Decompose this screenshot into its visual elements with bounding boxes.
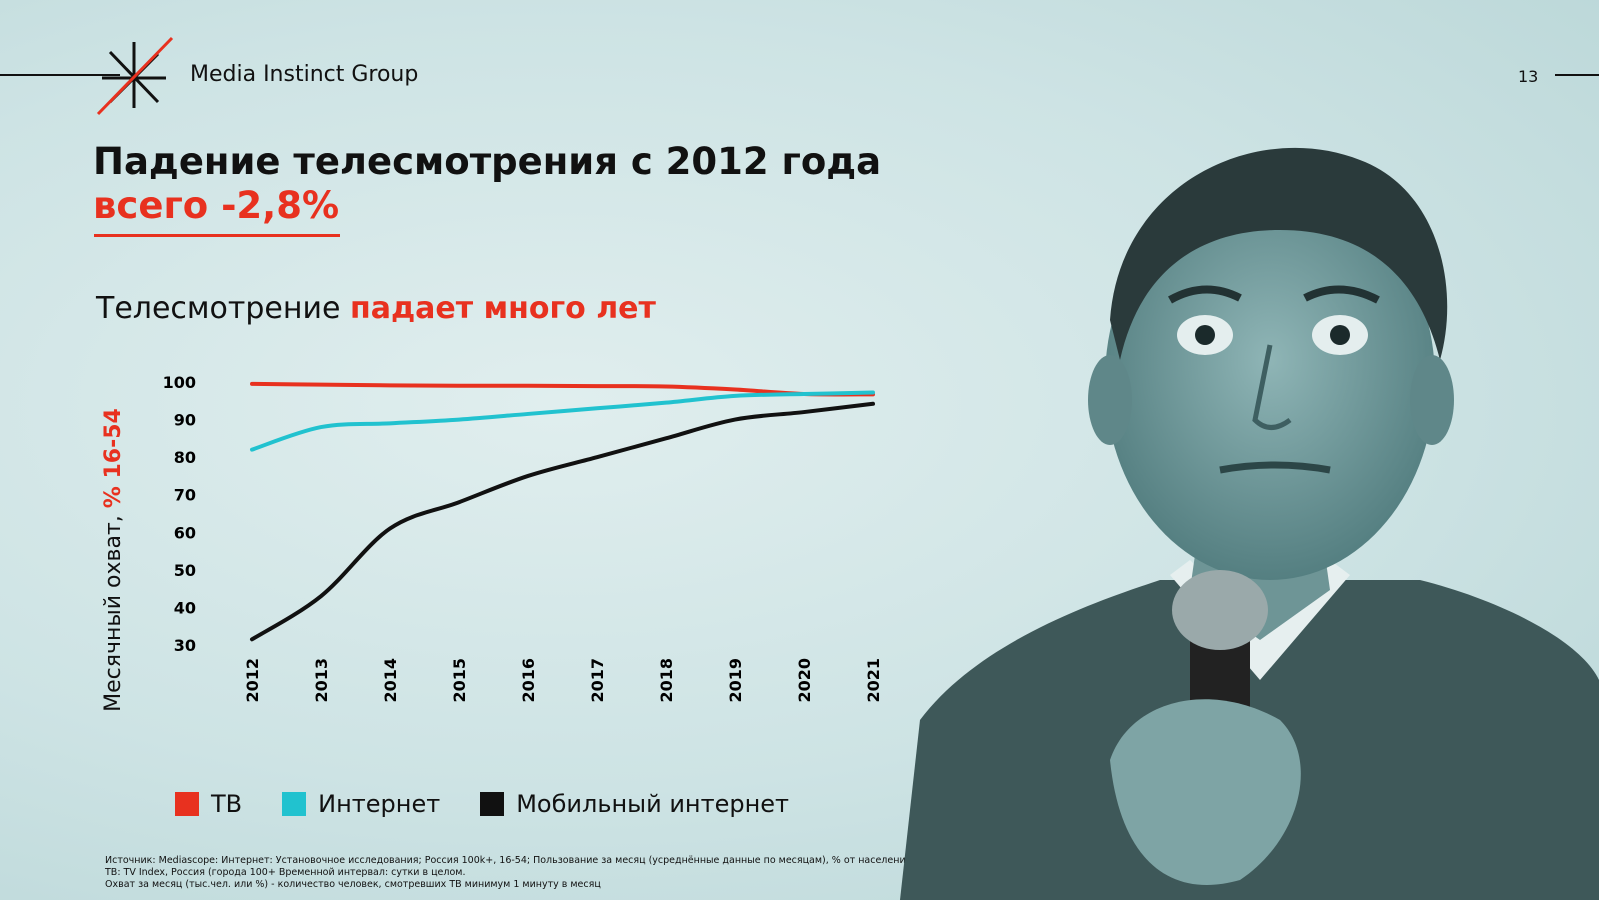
presenter-photo [900,147,1599,900]
y-tick-label: 90 [174,411,196,430]
y-tick-label: 100 [163,373,196,392]
legend-item-internet: Интернет [282,790,440,818]
y-axis-label-plain: Месячный охват, [101,508,126,712]
source-line-3: Охват за месяц (тыс.чел. или %) - количе… [105,879,601,890]
x-tick-label: 2017 [588,658,607,703]
series-line-tv [250,381,875,397]
page-title-accent: всего -2,8% [93,184,340,227]
series-line-mobile [250,401,875,642]
reach-line-chart: Месячный охват, % 16-54 100 90 80 70 60 50 40 3… [101,373,883,712]
y-tick-label: 60 [174,523,196,542]
page-number: 13 [1518,67,1539,86]
subtitle-accent: падает много лет [349,291,656,326]
x-tick-label: 2018 [657,658,676,703]
legend-label-mobile: Мобильный интернет [516,790,790,818]
legend-swatch-tv [175,792,199,816]
x-tick-label: 2014 [381,658,400,703]
y-axis-label-accent: % 16-54 [101,408,126,508]
legend-item-mobile: Мобильный интернет [480,790,789,818]
subtitle-plain: Телесмотрение [96,291,350,326]
y-tick-label: 80 [174,448,196,467]
title-underline [94,234,340,237]
y-axis-label: Месячный охват, % 16-54 [101,408,126,712]
legend-swatch-mobile [480,792,505,816]
header-rule-left [0,74,120,76]
chart-subtitle: Телесмотрение падает много лет [96,291,656,326]
y-tick-label: 50 [174,561,196,580]
chart-legend: ТВ Интернет Мобильный интернет [175,790,789,818]
legend-label-internet: Интернет [318,790,441,818]
x-tick-label: 2013 [312,658,331,703]
x-tick-label: 2019 [726,658,745,703]
x-tick-label: 2012 [243,658,262,703]
series-line-internet [250,390,875,452]
x-tick-label: 2020 [795,658,814,703]
y-tick-label: 30 [174,636,196,655]
legend-swatch-internet [282,792,307,816]
x-tick-label: 2015 [450,658,469,703]
y-tick-label: 70 [174,486,196,505]
source-note: Источник: Mediascope: Интернет: Установо… [105,855,911,891]
y-tick-label: 40 [174,598,196,617]
brand-name: Media Instinct Group [190,62,419,87]
brand-logo-icon [96,36,174,116]
page-title: Падение телесмотрения с 2012 года [93,140,882,183]
x-tick-label: 2021 [864,658,883,703]
legend-item-tv: ТВ [175,790,242,818]
header-rule-right [1555,74,1599,76]
x-tick-label: 2016 [519,658,538,703]
source-line-2: ТВ: TV Index, Россия (города 100+ Времен… [105,867,466,878]
source-line-1: Источник: Mediascope: Интернет: Установо… [105,855,912,866]
legend-label-tv: ТВ [211,790,243,818]
